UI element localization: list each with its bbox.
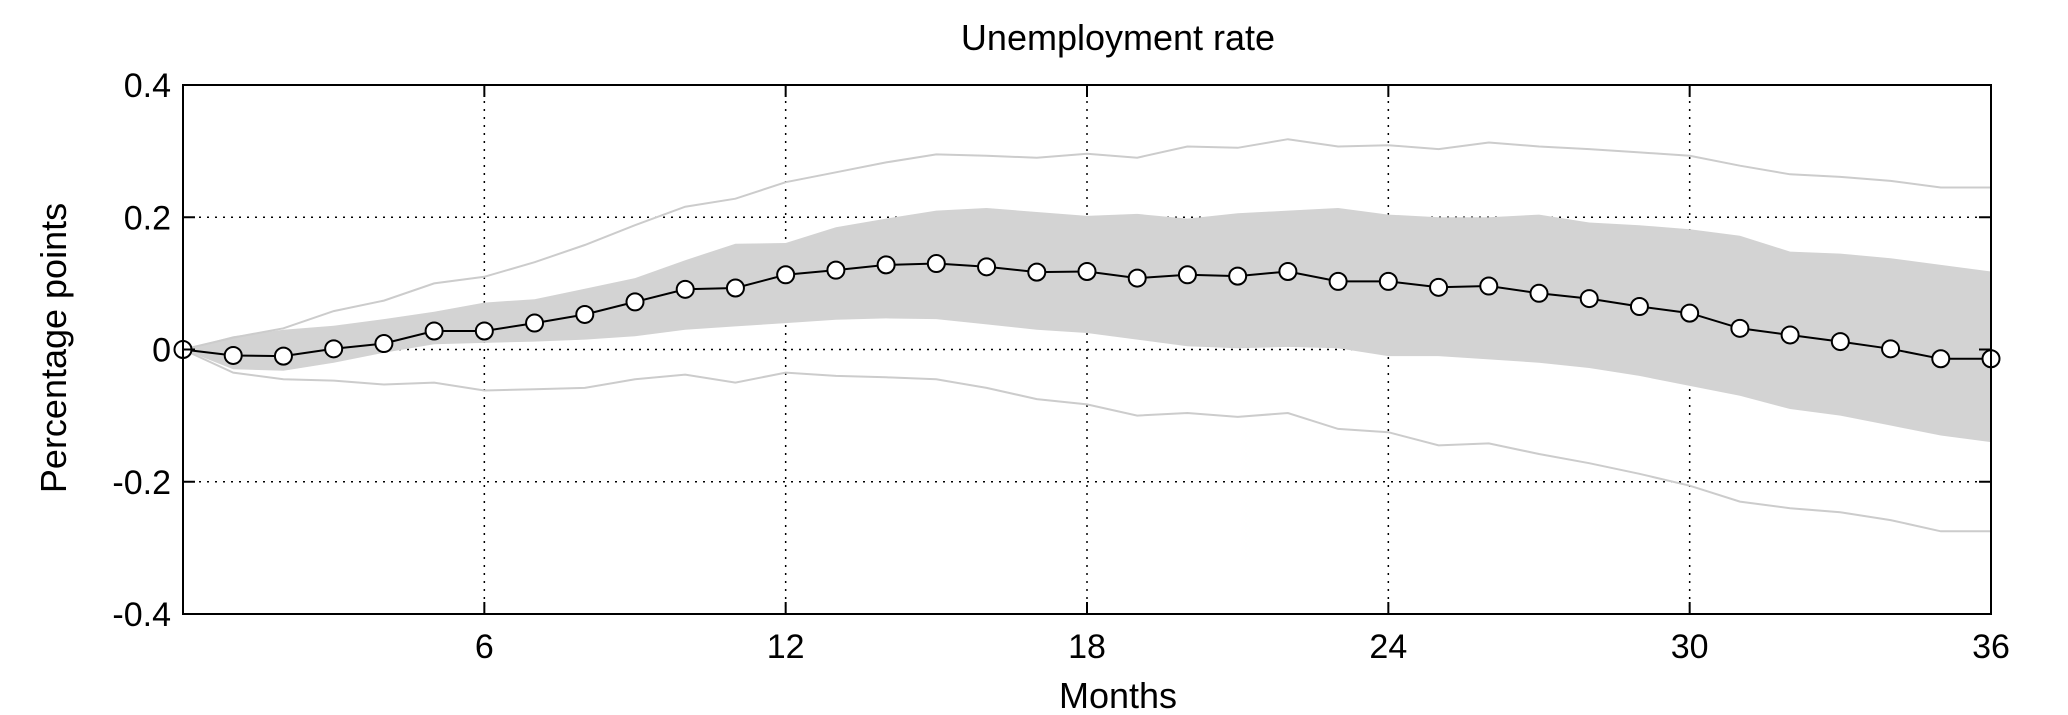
data-point-month-9 xyxy=(625,292,645,312)
data-point-month-11 xyxy=(725,278,745,298)
x-tick-label-6: 6 xyxy=(475,628,494,666)
data-point-month-28 xyxy=(1579,289,1599,309)
data-point-month-18 xyxy=(1077,261,1097,281)
x-tick-label-36: 36 xyxy=(1972,628,2010,666)
y-tick-label-0.2: 0.2 xyxy=(124,199,171,237)
data-point-month-8 xyxy=(575,304,595,324)
data-point-month-5 xyxy=(424,321,444,341)
data-point-month-27 xyxy=(1529,283,1549,303)
y-tick-label--0.2: -0.2 xyxy=(112,464,171,502)
x-axis-label: Months xyxy=(1059,675,1177,715)
data-point-month-17 xyxy=(1027,262,1047,282)
data-point-month-26 xyxy=(1479,276,1499,296)
data-point-month-19 xyxy=(1127,268,1147,288)
upper-bound-line xyxy=(182,138,1991,351)
outer-bounds-layer xyxy=(182,138,1991,533)
data-point-month-22 xyxy=(1278,261,1298,281)
data-point-month-35 xyxy=(1931,349,1951,369)
data-point-month-16 xyxy=(977,257,997,277)
data-point-month-4 xyxy=(374,334,394,354)
y-tick-label-0.4: 0.4 xyxy=(124,67,171,105)
data-point-month-20 xyxy=(1177,265,1197,285)
plot-frame xyxy=(182,84,1992,615)
y-axis-label: Percentage points xyxy=(33,203,74,493)
data-point-month-32 xyxy=(1780,325,1800,345)
data-point-month-12 xyxy=(776,265,796,285)
data-point-month-25 xyxy=(1429,277,1449,297)
data-point-month-6 xyxy=(474,321,494,341)
data-point-month-30 xyxy=(1680,303,1700,323)
chart-title: Unemployment rate xyxy=(961,17,1275,58)
data-point-month-15 xyxy=(926,254,946,274)
x-tick-label-18: 18 xyxy=(1068,628,1106,666)
data-point-month-3 xyxy=(324,339,344,359)
data-point-month-29 xyxy=(1629,297,1649,317)
confidence-band-layer xyxy=(183,208,1991,443)
data-point-month-23 xyxy=(1328,271,1348,291)
x-tick-label-30: 30 xyxy=(1671,628,1709,666)
data-point-month-10 xyxy=(675,279,695,299)
data-point-month-13 xyxy=(826,260,846,280)
x-tick-label-12: 12 xyxy=(767,628,805,666)
confidence-band xyxy=(183,208,1991,443)
tick-labels-layer: 6 12 18 24 30 36 0.4 0.2 0 -0.2 -0.4 xyxy=(112,67,2010,666)
data-point-month-1 xyxy=(223,345,243,365)
x-tick-label-24: 24 xyxy=(1369,628,1407,666)
data-point-month-33 xyxy=(1830,332,1850,352)
data-point-month-21 xyxy=(1228,266,1248,286)
data-point-month-2 xyxy=(273,346,293,366)
lower-bound-line xyxy=(182,348,1991,533)
data-point-month-34 xyxy=(1881,339,1901,359)
data-point-month-7 xyxy=(525,313,545,333)
data-point-month-31 xyxy=(1730,318,1750,338)
data-point-month-14 xyxy=(876,255,896,275)
y-tick-label--0.4: -0.4 xyxy=(112,596,171,634)
y-tick-label-0: 0 xyxy=(152,332,171,370)
data-point-month-24 xyxy=(1378,271,1398,291)
